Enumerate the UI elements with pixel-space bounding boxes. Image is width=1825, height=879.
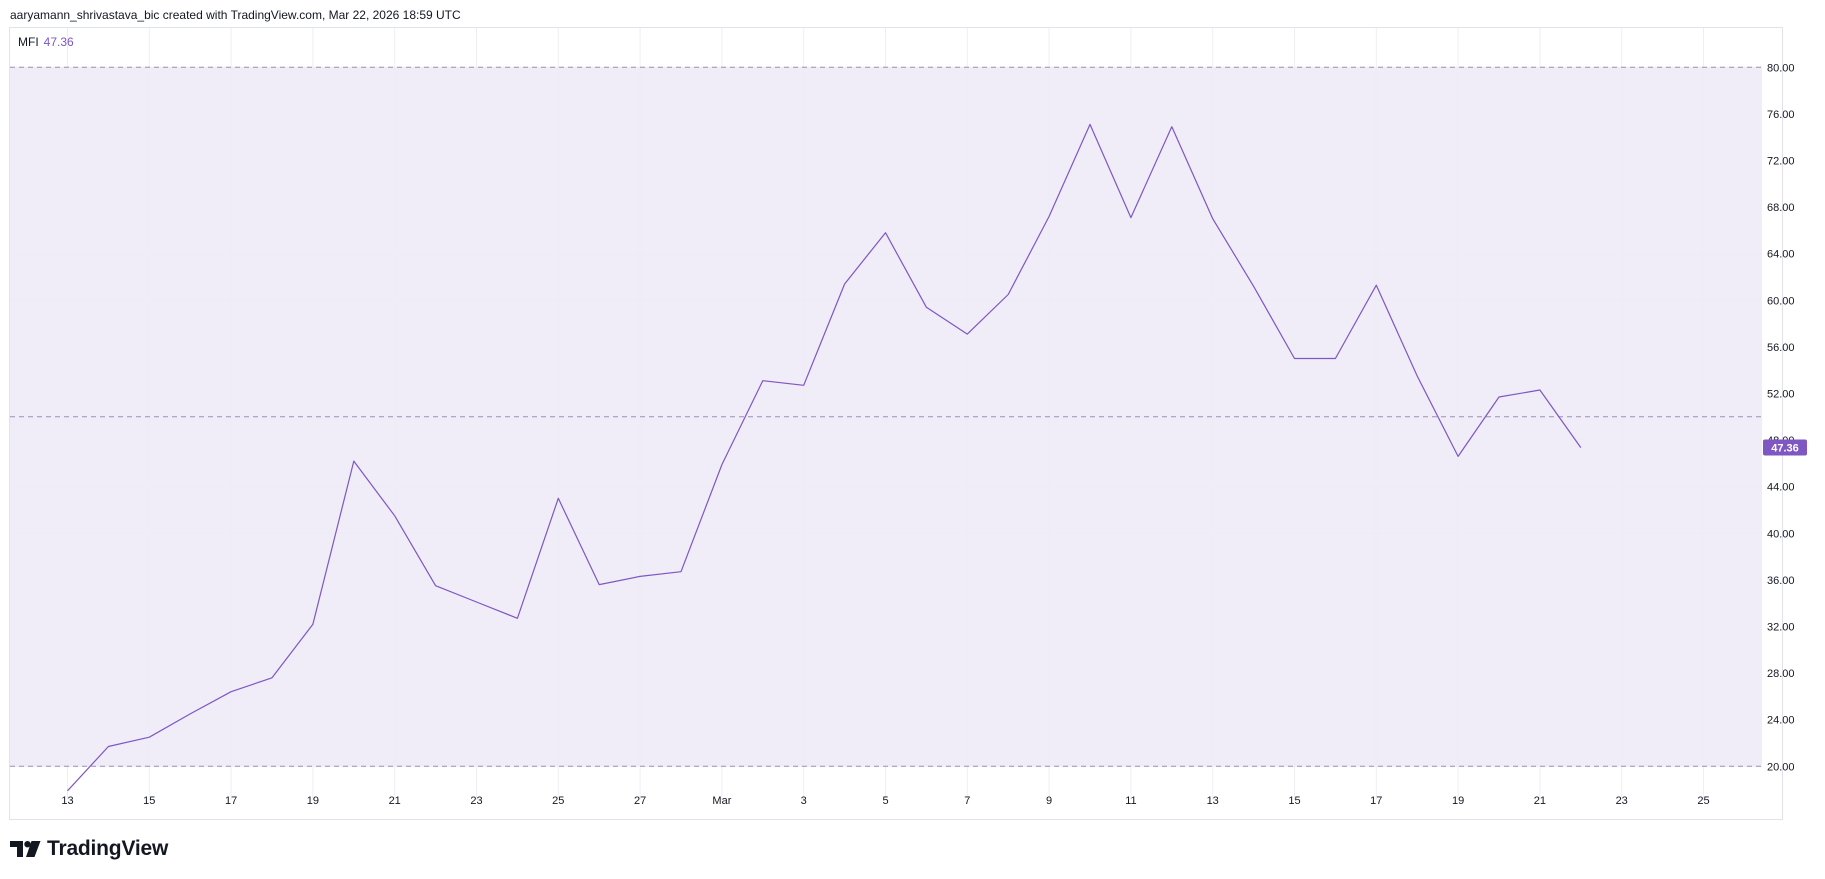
band-levels-layer — [10, 66, 1762, 767]
y-tick-label: 76.00 — [1767, 109, 1795, 121]
y-tick-label: 60.00 — [1767, 295, 1795, 307]
series-layer — [67, 123, 1582, 792]
chart-attribution: aaryamann_shrivastava_bic created with T… — [10, 8, 461, 22]
x-tick-label: 23 — [1616, 795, 1628, 807]
y-tick-label: 36.00 — [1767, 575, 1795, 587]
y-tick-label: 56.00 — [1767, 342, 1795, 354]
x-tick-label: 21 — [1534, 795, 1546, 807]
y-tick-label: 80.00 — [1767, 62, 1795, 74]
y-tick-label: 40.00 — [1767, 528, 1795, 540]
y-tick-label: 32.00 — [1767, 622, 1795, 634]
tradingview-logo: TradingView — [10, 836, 168, 862]
tradingview-brand-name: TradingView — [47, 837, 169, 860]
x-tick-label: 23 — [470, 795, 482, 807]
x-tick-label: 9 — [1046, 795, 1052, 807]
x-tick-label: 11 — [1125, 795, 1136, 807]
y-tick-label: 72.00 — [1767, 156, 1795, 168]
x-tick-label: 25 — [1697, 795, 1709, 807]
last-value-label: 47.36 — [1771, 443, 1799, 455]
x-tick-label: 19 — [307, 795, 319, 807]
y-tick-label: 44.00 — [1767, 482, 1795, 494]
y-tick-label: 24.00 — [1767, 715, 1795, 727]
indicator-legend[interactable]: MFI 47.36 — [18, 35, 74, 49]
x-tick-label: 5 — [882, 795, 888, 807]
indicator-value: 47.36 — [43, 35, 74, 49]
y-tick-label: 28.00 — [1767, 668, 1795, 680]
x-tick-label: Mar — [712, 795, 731, 807]
y-tick-label: 52.00 — [1767, 389, 1795, 401]
x-tick-label: 25 — [552, 795, 564, 807]
y-tick-label: 64.00 — [1767, 249, 1795, 261]
x-tick-label: 7 — [964, 795, 970, 807]
last-value-layer: 47.36 — [1763, 439, 1807, 456]
x-tick-label: 19 — [1452, 795, 1464, 807]
mfi-chart[interactable]: 20.0024.0028.0032.0036.0040.0044.0048.00… — [0, 0, 1825, 830]
x-tick-label: 17 — [1370, 795, 1382, 807]
mfi-series-line[interactable] — [67, 123, 1582, 792]
x-tick-label: 15 — [143, 795, 155, 807]
indicator-name: MFI — [18, 35, 39, 49]
y-tick-label: 20.00 — [1767, 761, 1795, 773]
x-tick-label: 13 — [61, 795, 73, 807]
last-value-badge — [1763, 439, 1807, 456]
x-tick-label: 27 — [634, 795, 646, 807]
tradingview-logo-icon — [10, 841, 41, 857]
y-tick-label: 68.00 — [1767, 202, 1795, 214]
x-tick-label: 3 — [801, 795, 807, 807]
x-tick-label: 13 — [1207, 795, 1219, 807]
chart-pane[interactable] — [9, 27, 1783, 820]
price-axis[interactable]: 20.0024.0028.0032.0036.0040.0044.0048.00… — [1767, 62, 1795, 773]
x-tick-label: 21 — [389, 795, 401, 807]
time-axis[interactable]: 13 15 17 19 21 23 25 27 Mar 3 5 7 9 11 13 15 17 19 21 23 25 — [61, 795, 1709, 807]
x-tick-label: 17 — [225, 795, 237, 807]
x-tick-label: 15 — [1288, 795, 1300, 807]
